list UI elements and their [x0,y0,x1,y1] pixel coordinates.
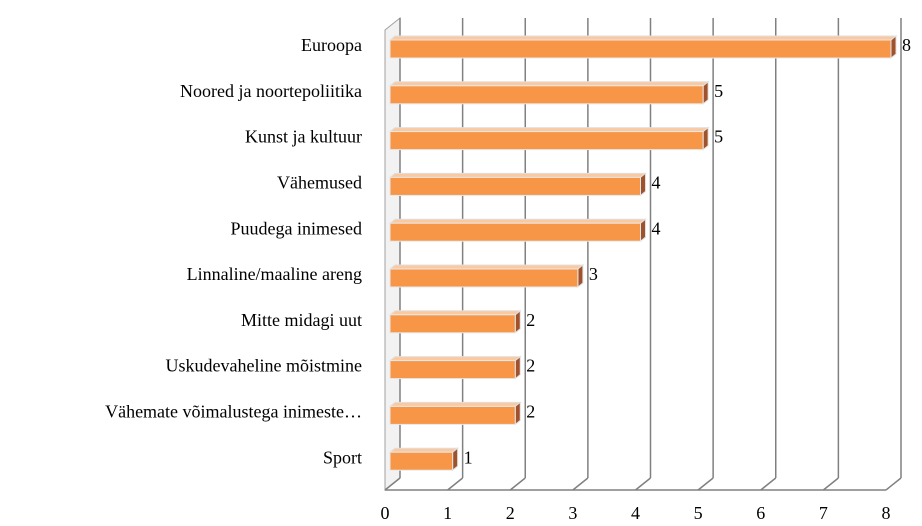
grid-floor [760,477,777,491]
x-tick-label: 0 [381,503,390,523]
bar-side [514,355,521,380]
y-tick-label: Linnaline/maaline areng [187,264,362,284]
y-tick-label: Kunst ja kultuur [245,127,362,147]
bar [389,451,454,471]
value-label: 2 [526,402,535,422]
value-label: 1 [464,447,473,467]
value-label: 2 [526,310,535,330]
bar-top [388,356,522,362]
x-tick-label: 6 [756,503,765,523]
grid-floor [447,477,464,491]
grid-floor [697,477,714,491]
value-label: 3 [589,264,598,284]
x-tick-label: 4 [631,503,640,523]
bar-top [388,218,647,224]
y-tick-label: Mitte midagi uut [241,310,362,330]
bar-side [640,172,646,197]
bar [389,85,704,105]
bar-side [452,447,459,472]
bar [389,176,641,196]
y-tick-label: Vähemate võimalustega inimeste… [105,402,362,422]
x-tick-label: 7 [819,503,828,523]
bar-top [388,81,710,87]
x-tick-label: 1 [443,503,452,523]
bar-top [388,447,460,453]
bar-side [640,218,646,243]
bar-side [702,80,709,105]
bar [389,360,516,380]
bar-top [388,264,585,270]
grid-floor [572,477,589,491]
y-tick-label: Uskudevaheline mõistmine [166,356,362,376]
y-tick-label: Vähemused [277,173,362,193]
bar [389,39,892,59]
bar [389,314,516,334]
grid-floor [885,477,902,491]
value-label: 5 [714,127,723,147]
x-tick-label: 8 [882,503,891,523]
bar [389,405,516,425]
bar-side [890,34,897,60]
y-tick-label: Euroopa [301,35,362,55]
bar-side [577,263,584,289]
y-tick-label: Sport [323,447,362,467]
grid-floor [822,477,839,491]
grid-floor [384,477,401,491]
grid-floor [635,477,651,491]
x-tick-label: 2 [506,503,515,523]
bar [389,222,641,242]
bar-top [388,127,710,133]
grid-floor [509,477,526,491]
bar [389,268,579,288]
value-label: 5 [714,81,723,101]
value-label: 2 [526,356,535,376]
bar-top [388,35,898,41]
x-tick-label: 3 [568,503,577,523]
bar-top [388,310,522,316]
x-tick-label: 5 [694,503,703,523]
bar-top [388,401,522,407]
bar [389,131,704,151]
y-tick-label: Puudega inimesed [231,218,362,238]
y-tick-label: Noored ja noortepoliitika [180,81,362,101]
bar-top [388,172,647,178]
bar-side [514,309,521,334]
value-label: 4 [652,218,661,238]
value-label: 4 [652,173,661,193]
bar-side [702,126,709,151]
bar-side [514,401,521,426]
value-label: 8 [902,35,911,55]
